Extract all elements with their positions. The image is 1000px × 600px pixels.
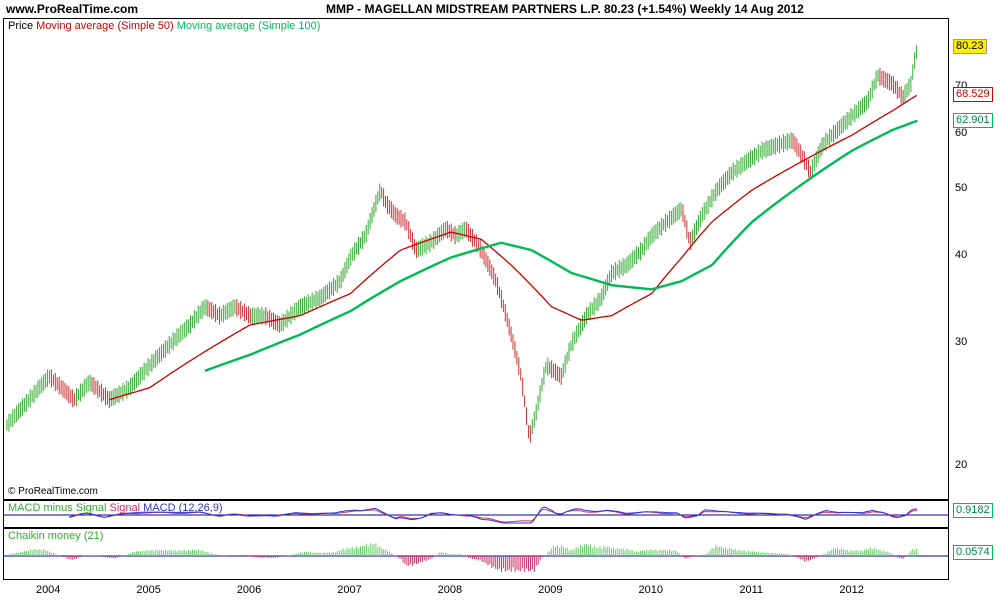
macd-line [69,506,918,524]
y-tick-label: 30 [955,336,968,349]
chaikin-panel[interactable]: Chaikin money (21) [3,528,949,580]
x-tick-label: 2010 [638,584,663,596]
x-tick-label: 2006 [236,584,262,596]
price-legend: Price Moving average (Simple 50) Moving … [8,20,320,32]
y-tick-label: 40 [955,249,968,262]
price-panel[interactable]: Price Moving average (Simple 50) Moving … [3,18,949,500]
price-chart[interactable] [4,19,948,499]
ma50-value-badge: 68.529 [953,86,993,102]
ma100-value-badge: 62.901 [953,112,993,128]
y-tick-label: 60 [955,126,968,139]
y-tick-label: 20 [955,459,968,472]
chaikin-legend: Chaikin money (21) [8,530,104,542]
macd-value-badge: 0.9182 [953,503,993,518]
x-tick-label: 2011 [739,584,763,596]
x-tick-label: 2005 [136,584,161,596]
legend-ma100: Moving average (Simple 100) [176,20,321,32]
y-tick-label: 50 [955,181,968,194]
macd-chart[interactable] [4,501,948,527]
macd-legend: MACD minus Signal Signal MACD (12,26,9) [8,502,223,514]
x-tick-label: 2008 [437,584,463,596]
x-tick-label: 2012 [839,584,864,596]
last-price-badge: 80.23 [953,38,987,54]
x-tick-label: 2007 [337,584,362,596]
legend-macd-line: MACD (12,26,9) [143,502,223,514]
chart-title: MMP - MAGELLAN MIDSTREAM PARTNERS L.P. 8… [326,2,804,16]
ma100-line [204,119,918,372]
legend-price: Price [8,20,34,32]
x-tick-label: 2009 [538,584,563,596]
site-title: www.ProRealTime.com [6,2,139,16]
chaikin-chart[interactable] [4,529,948,579]
macd-panel[interactable]: MACD minus Signal Signal MACD (12,26,9) [3,500,949,528]
legend-macd-hist: MACD minus Signal [8,502,107,514]
x-tick-label: 2004 [35,584,61,596]
chaikin-value-badge: 0.0574 [953,545,993,560]
legend-macd-signal: Signal [109,502,141,514]
legend-ma50: Moving average (Simple 50) [36,20,174,32]
copyright: © ProRealTime.com [8,486,98,497]
ma50-line [109,94,918,401]
